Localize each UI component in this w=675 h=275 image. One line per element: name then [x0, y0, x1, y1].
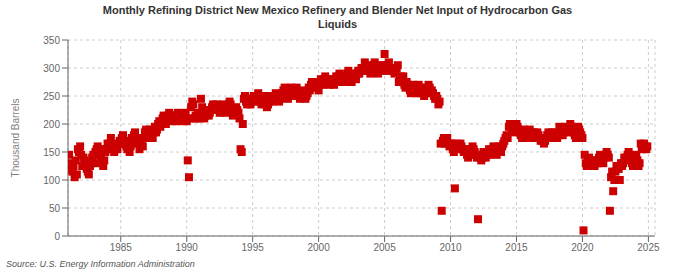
svg-text:50: 50: [49, 203, 61, 214]
svg-text:Thousand Barrels: Thousand Barrels: [10, 99, 21, 178]
svg-text:2015: 2015: [505, 242, 528, 253]
svg-text:2010: 2010: [439, 242, 462, 253]
svg-text:2020: 2020: [571, 242, 594, 253]
svg-text:100: 100: [43, 175, 60, 186]
svg-text:150: 150: [43, 147, 60, 158]
svg-text:1985: 1985: [110, 242, 133, 253]
svg-text:2000: 2000: [308, 242, 331, 253]
svg-text:2025: 2025: [637, 242, 660, 253]
svg-text:350: 350: [43, 35, 60, 46]
svg-text:250: 250: [43, 91, 60, 102]
html-text:Source: U.S. Energy Informatio: Source: U.S. Energy Information Administ…: [6, 259, 195, 269]
svg-text:1990: 1990: [176, 242, 199, 253]
html-text:Monthly Refining District New: Monthly Refining District New Mexico Ref…: [102, 4, 573, 16]
svg-text:300: 300: [43, 63, 60, 74]
svg-text:1995: 1995: [242, 242, 265, 253]
html-text:Liquids: Liquids: [317, 18, 357, 30]
svg-text:0: 0: [54, 231, 60, 242]
svg-text:2005: 2005: [373, 242, 396, 253]
svg-text:200: 200: [43, 119, 60, 130]
